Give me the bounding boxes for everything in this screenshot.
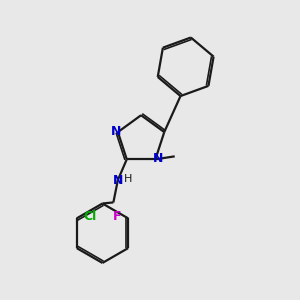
- Text: N: N: [153, 152, 163, 165]
- Text: F: F: [113, 210, 122, 224]
- Text: N: N: [111, 125, 122, 138]
- Text: N: N: [113, 174, 123, 187]
- Text: Cl: Cl: [83, 210, 97, 224]
- Text: H: H: [124, 174, 132, 184]
